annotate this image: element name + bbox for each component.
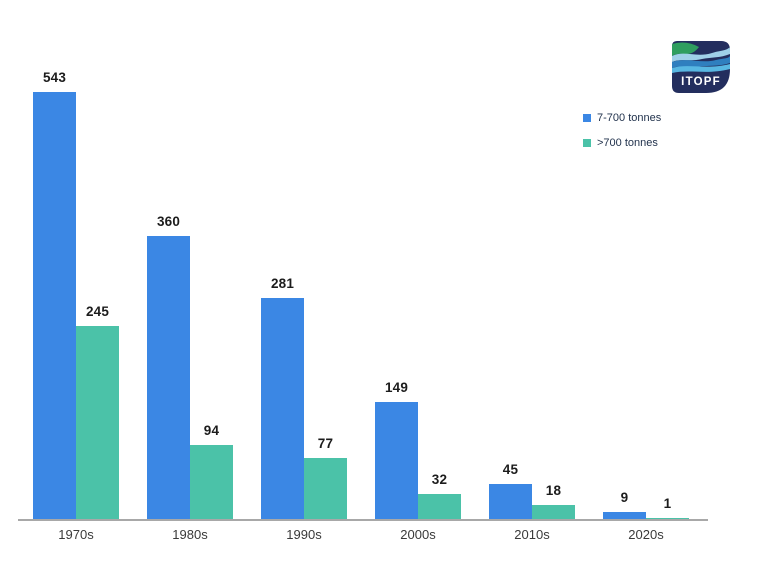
legend-item-small-spills: 7-700 tonnes [583,111,661,125]
value-label-2010s-series1: 45 [502,462,519,477]
bar-2010s-series2 [532,505,575,519]
logo-wave-pale [672,47,730,62]
bar-2000s-series1 [375,402,418,519]
legend-swatch-teal [583,139,591,147]
legend-item-large-spills: >700 tonnes [583,136,661,150]
x-axis-label-1980s: 1980s [172,527,208,542]
x-axis-label-2010s: 2010s [514,527,550,542]
bar-1970s-series1 [33,92,76,519]
logo-wave-mid [672,56,730,68]
value-label-1980s-series2: 94 [203,423,220,438]
x-axis-label-1990s: 1990s [286,527,322,542]
bar-2020s-series1 [603,512,646,519]
x-axis-label-2020s: 2020s [628,527,664,542]
value-label-2020s-series1: 9 [620,490,629,505]
bar-2020s-series2 [646,518,689,519]
x-axis-line [18,519,708,521]
value-label-2020s-series2: 1 [663,496,672,511]
bar-1990s-series1 [261,298,304,519]
value-label-1990s-series2: 77 [317,436,334,451]
itopf-logo-text: ITOPF [681,76,721,88]
x-axis-label-2000s: 2000s [400,527,436,542]
bar-1990s-series2 [304,458,347,519]
value-label-1970s-series2: 245 [85,304,110,319]
value-label-1970s-series1: 543 [42,70,67,85]
legend-label-small-spills: 7-700 tonnes [597,112,662,124]
bar-2010s-series1 [489,484,532,519]
chart-legend: 7-700 tonnes >700 tonnes [583,111,661,161]
value-label-2000s-series2: 32 [431,472,448,487]
legend-swatch-blue [583,114,591,122]
bar-1980s-series2 [190,445,233,519]
value-label-2010s-series2: 18 [545,483,562,498]
bar-1980s-series1 [147,236,190,519]
itopf-logo-graphic: ITOPF [672,41,730,93]
logo-wave-light [672,64,730,73]
itopf-logo: ITOPF [672,41,730,93]
bar-1970s-series2 [76,326,119,519]
bar-2000s-series2 [418,494,461,519]
logo-wave-green [672,42,699,56]
value-label-1980s-series1: 360 [156,214,181,229]
legend-label-large-spills: >700 tonnes [597,137,658,149]
value-label-1990s-series1: 281 [270,276,295,291]
value-label-2000s-series1: 149 [384,380,409,395]
x-axis-label-1970s: 1970s [58,527,94,542]
